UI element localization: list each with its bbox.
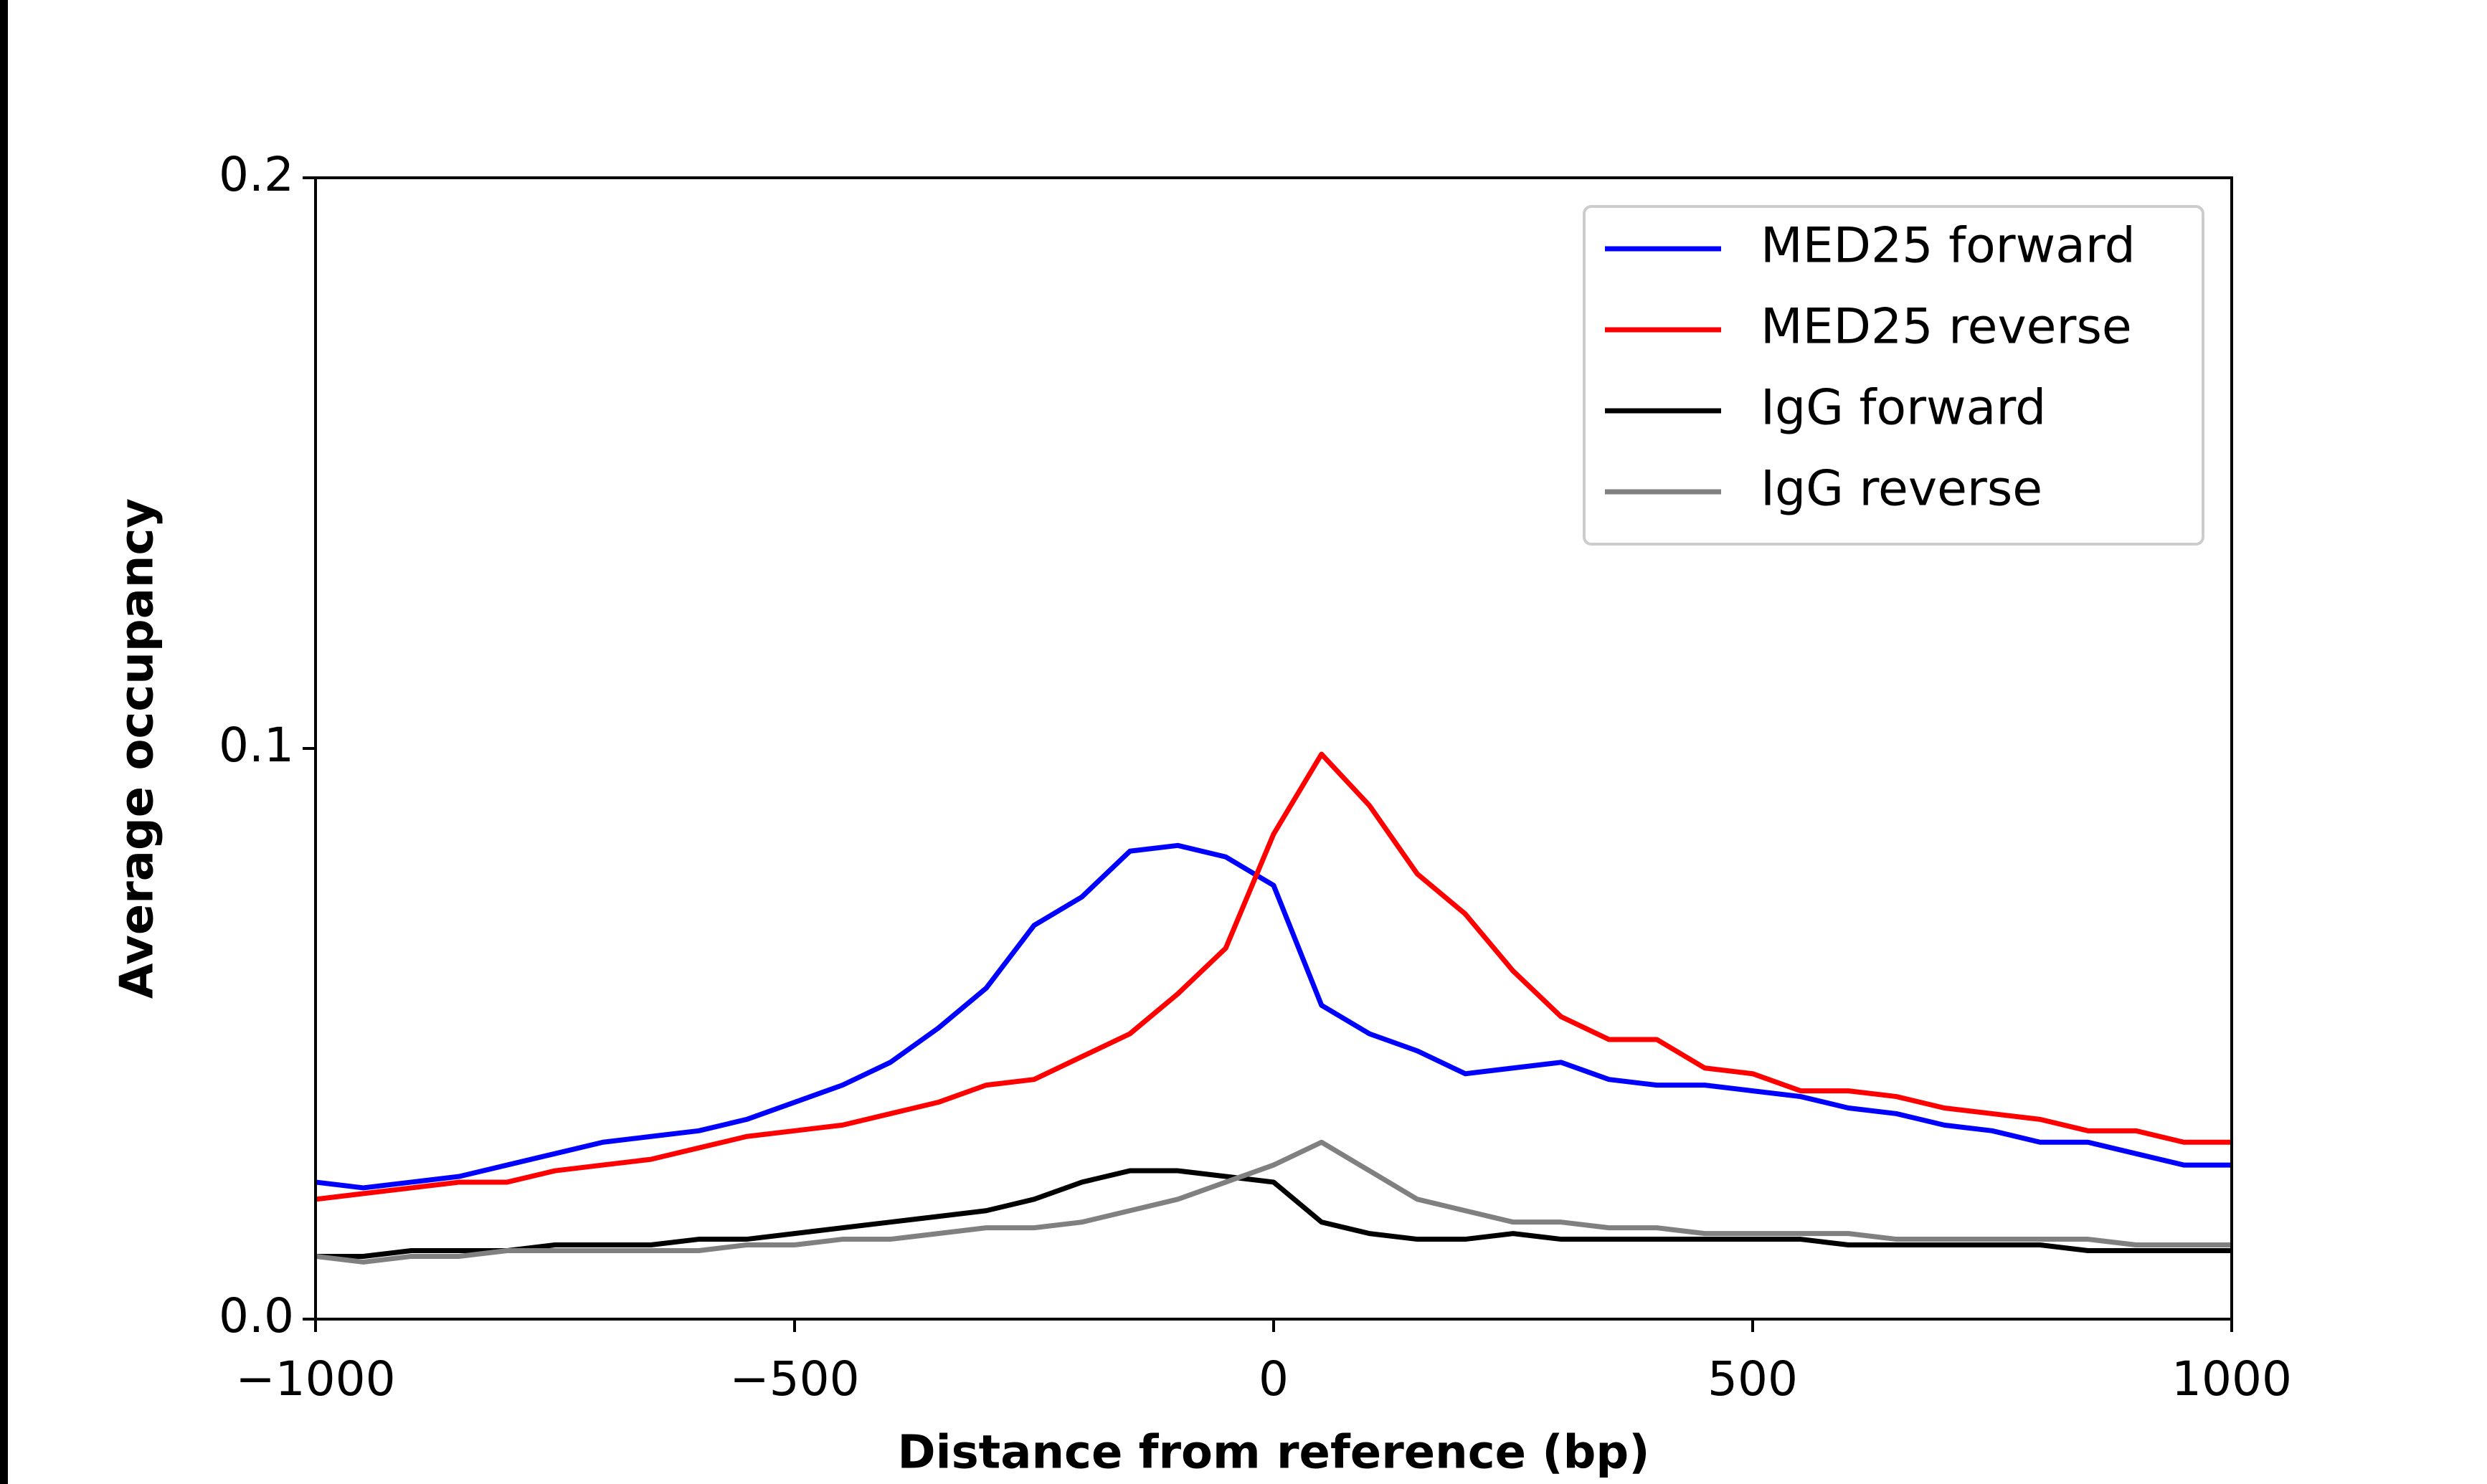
legend: MED25 forward MED25 reverse IgG forward IgG… xyxy=(1583,205,2204,546)
x-tick-label: −1000 xyxy=(235,1351,395,1407)
y-axis-label: Average occupancy xyxy=(111,498,164,999)
series-line xyxy=(315,1139,2232,1265)
legend-label: MED25 reverse xyxy=(1761,299,2132,356)
legend-box xyxy=(1583,205,2204,546)
series-line xyxy=(316,1168,2232,1259)
legend-label: MED25 forward xyxy=(1761,218,2136,275)
series-line xyxy=(315,842,2232,1191)
series-line xyxy=(315,751,2232,1202)
y-tick-label: 0.1 xyxy=(219,718,294,773)
x-tick-label: −500 xyxy=(729,1351,859,1407)
legend-label: IgG reverse xyxy=(1761,461,2042,518)
edge-bar xyxy=(0,0,8,1484)
y-tick-label: 0.2 xyxy=(219,147,294,202)
x-tick-label: 500 xyxy=(1707,1351,1798,1407)
x-tick-label: 0 xyxy=(1259,1351,1289,1407)
legend-label: IgG forward xyxy=(1761,380,2046,437)
plot-frame xyxy=(314,176,2233,1321)
x-axis-label: Distance from reference (bp) xyxy=(898,1427,1650,1480)
x-tick-label: 1000 xyxy=(2171,1351,2292,1407)
y-tick-label: 0.0 xyxy=(219,1288,294,1343)
